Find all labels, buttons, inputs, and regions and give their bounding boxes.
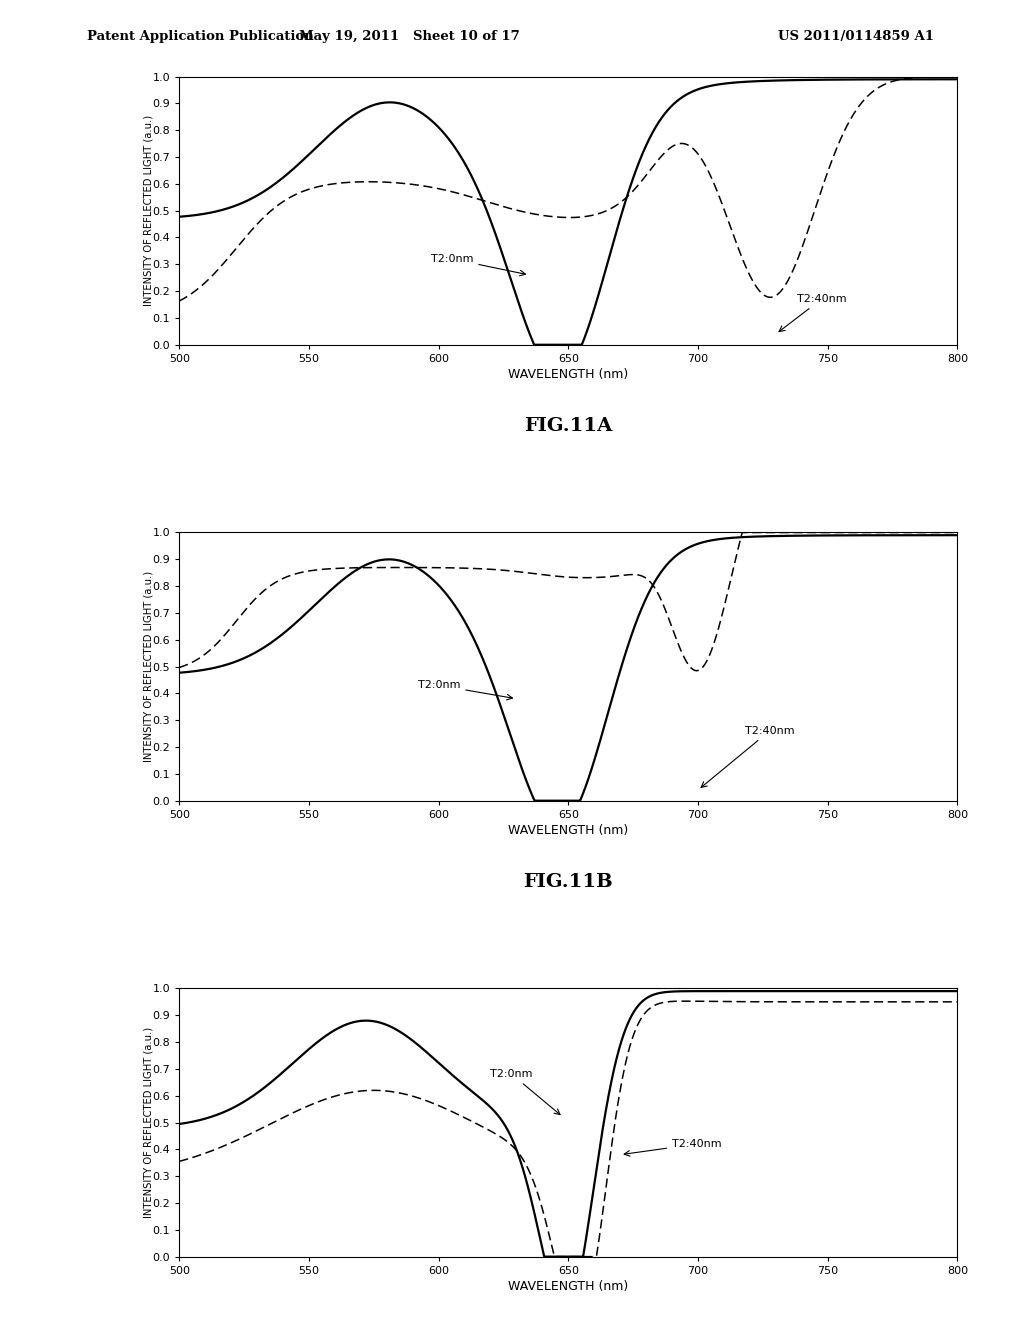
- Text: May 19, 2011   Sheet 10 of 17: May 19, 2011 Sheet 10 of 17: [299, 30, 520, 44]
- Text: T2:40nm: T2:40nm: [701, 726, 795, 788]
- Text: Patent Application Publication: Patent Application Publication: [87, 30, 313, 44]
- Y-axis label: INTENSITY OF REFLECTED LIGHT (a.u.): INTENSITY OF REFLECTED LIGHT (a.u.): [143, 115, 154, 306]
- Text: FIG.11B: FIG.11B: [523, 874, 613, 891]
- X-axis label: WAVELENGTH (nm): WAVELENGTH (nm): [508, 1280, 629, 1292]
- Y-axis label: INTENSITY OF REFLECTED LIGHT (a.u.): INTENSITY OF REFLECTED LIGHT (a.u.): [143, 572, 154, 762]
- X-axis label: WAVELENGTH (nm): WAVELENGTH (nm): [508, 824, 629, 837]
- X-axis label: WAVELENGTH (nm): WAVELENGTH (nm): [508, 368, 629, 381]
- Text: T2:0nm: T2:0nm: [418, 680, 512, 700]
- Text: T2:40nm: T2:40nm: [779, 294, 846, 331]
- Text: T2:0nm: T2:0nm: [431, 253, 525, 276]
- Y-axis label: INTENSITY OF REFLECTED LIGHT (a.u.): INTENSITY OF REFLECTED LIGHT (a.u.): [143, 1027, 154, 1218]
- Text: FIG.11A: FIG.11A: [524, 417, 612, 436]
- Text: T2:40nm: T2:40nm: [625, 1139, 722, 1156]
- Text: T2:0nm: T2:0nm: [490, 1069, 560, 1114]
- Text: US 2011/0114859 A1: US 2011/0114859 A1: [778, 30, 934, 44]
